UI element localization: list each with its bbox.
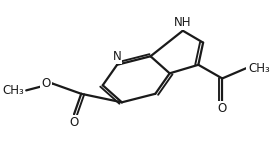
- Text: N: N: [113, 50, 122, 63]
- Text: O: O: [218, 102, 227, 115]
- Text: CH₃: CH₃: [2, 84, 24, 97]
- Text: O: O: [41, 77, 50, 90]
- Text: NH: NH: [174, 16, 191, 29]
- Text: CH₃: CH₃: [249, 62, 270, 75]
- Text: O: O: [69, 116, 79, 129]
